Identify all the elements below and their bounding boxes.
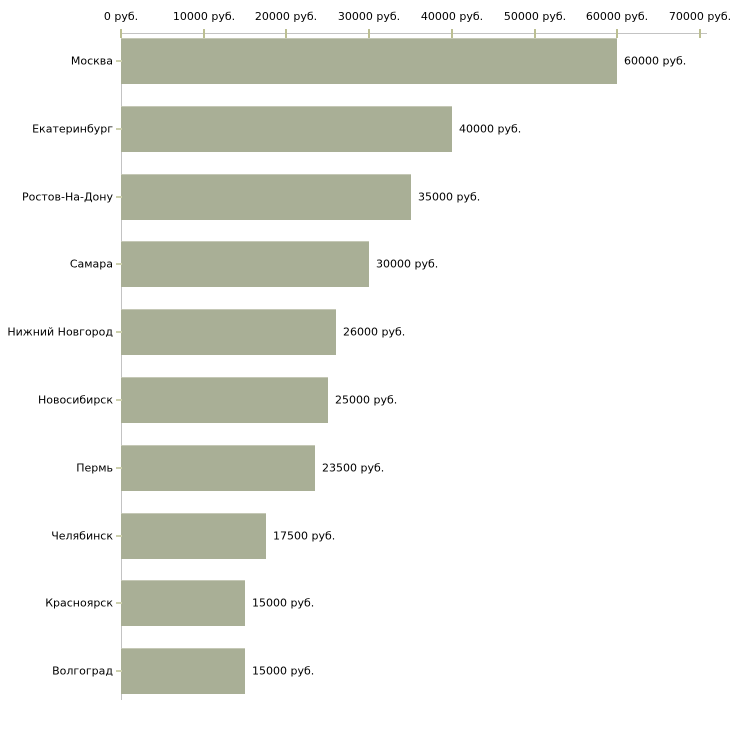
x-axis-tick-label: 40000 руб. xyxy=(420,10,484,23)
y-axis-tick xyxy=(116,128,122,130)
value-label: 26000 руб. xyxy=(343,325,406,339)
category-label: Новосибирск xyxy=(37,393,113,407)
value-label: 60000 руб. xyxy=(624,54,687,68)
bar xyxy=(121,174,411,220)
value-label: 40000 руб. xyxy=(459,122,522,136)
x-axis-tick xyxy=(616,29,618,38)
y-axis-tick xyxy=(116,535,122,537)
y-axis-tick xyxy=(116,602,122,604)
x-axis-tick xyxy=(451,29,453,38)
bar xyxy=(121,648,245,694)
x-axis-tick xyxy=(699,29,701,38)
x-axis-tick-label: 0 руб. xyxy=(103,10,139,23)
bar xyxy=(121,513,266,559)
value-label: 15000 руб. xyxy=(252,664,315,678)
y-axis-tick xyxy=(116,60,122,62)
category-label: Нижний Новгород xyxy=(7,325,113,339)
value-label: 30000 руб. xyxy=(376,257,439,271)
x-axis-tick xyxy=(203,29,205,38)
x-axis-tick-label: 20000 руб. xyxy=(254,10,318,23)
y-axis-tick xyxy=(116,263,122,265)
x-axis-tick-label: 30000 руб. xyxy=(337,10,401,23)
x-axis-tick xyxy=(368,29,370,38)
value-label: 15000 руб. xyxy=(252,596,315,610)
x-axis-tick-label: 50000 руб. xyxy=(503,10,567,23)
value-label: 17500 руб. xyxy=(273,529,336,543)
value-label: 23500 руб. xyxy=(322,461,385,475)
y-axis-tick xyxy=(116,331,122,333)
y-axis-tick xyxy=(116,399,122,401)
x-axis-tick xyxy=(534,29,536,38)
value-label: 35000 руб. xyxy=(418,190,481,204)
bar xyxy=(121,241,369,287)
y-axis-tick xyxy=(116,467,122,469)
bar xyxy=(121,38,617,84)
x-axis-tick-label: 10000 руб. xyxy=(172,10,236,23)
category-label: Челябинск xyxy=(51,529,113,543)
bar xyxy=(121,309,336,355)
category-label: Красноярск xyxy=(45,596,113,610)
x-axis-tick-label: 70000 руб. xyxy=(668,10,730,23)
category-label: Москва xyxy=(70,54,113,68)
category-label: Волгоград xyxy=(52,664,113,678)
category-label: Екатеринбург xyxy=(32,122,113,136)
bar xyxy=(121,580,245,626)
y-axis-line xyxy=(121,33,122,700)
bar xyxy=(121,445,315,491)
x-axis-tick-label: 60000 руб. xyxy=(585,10,649,23)
x-axis-tick xyxy=(120,29,122,38)
y-axis-tick xyxy=(116,670,122,672)
category-label: Ростов-На-Дону xyxy=(21,190,113,204)
category-label: Пермь xyxy=(76,461,113,475)
y-axis-tick xyxy=(116,196,122,198)
bar xyxy=(121,106,452,152)
bar xyxy=(121,377,328,423)
x-axis-line xyxy=(121,33,707,34)
value-label: 25000 руб. xyxy=(335,393,398,407)
x-axis-tick xyxy=(285,29,287,38)
category-label: Самара xyxy=(69,257,113,271)
